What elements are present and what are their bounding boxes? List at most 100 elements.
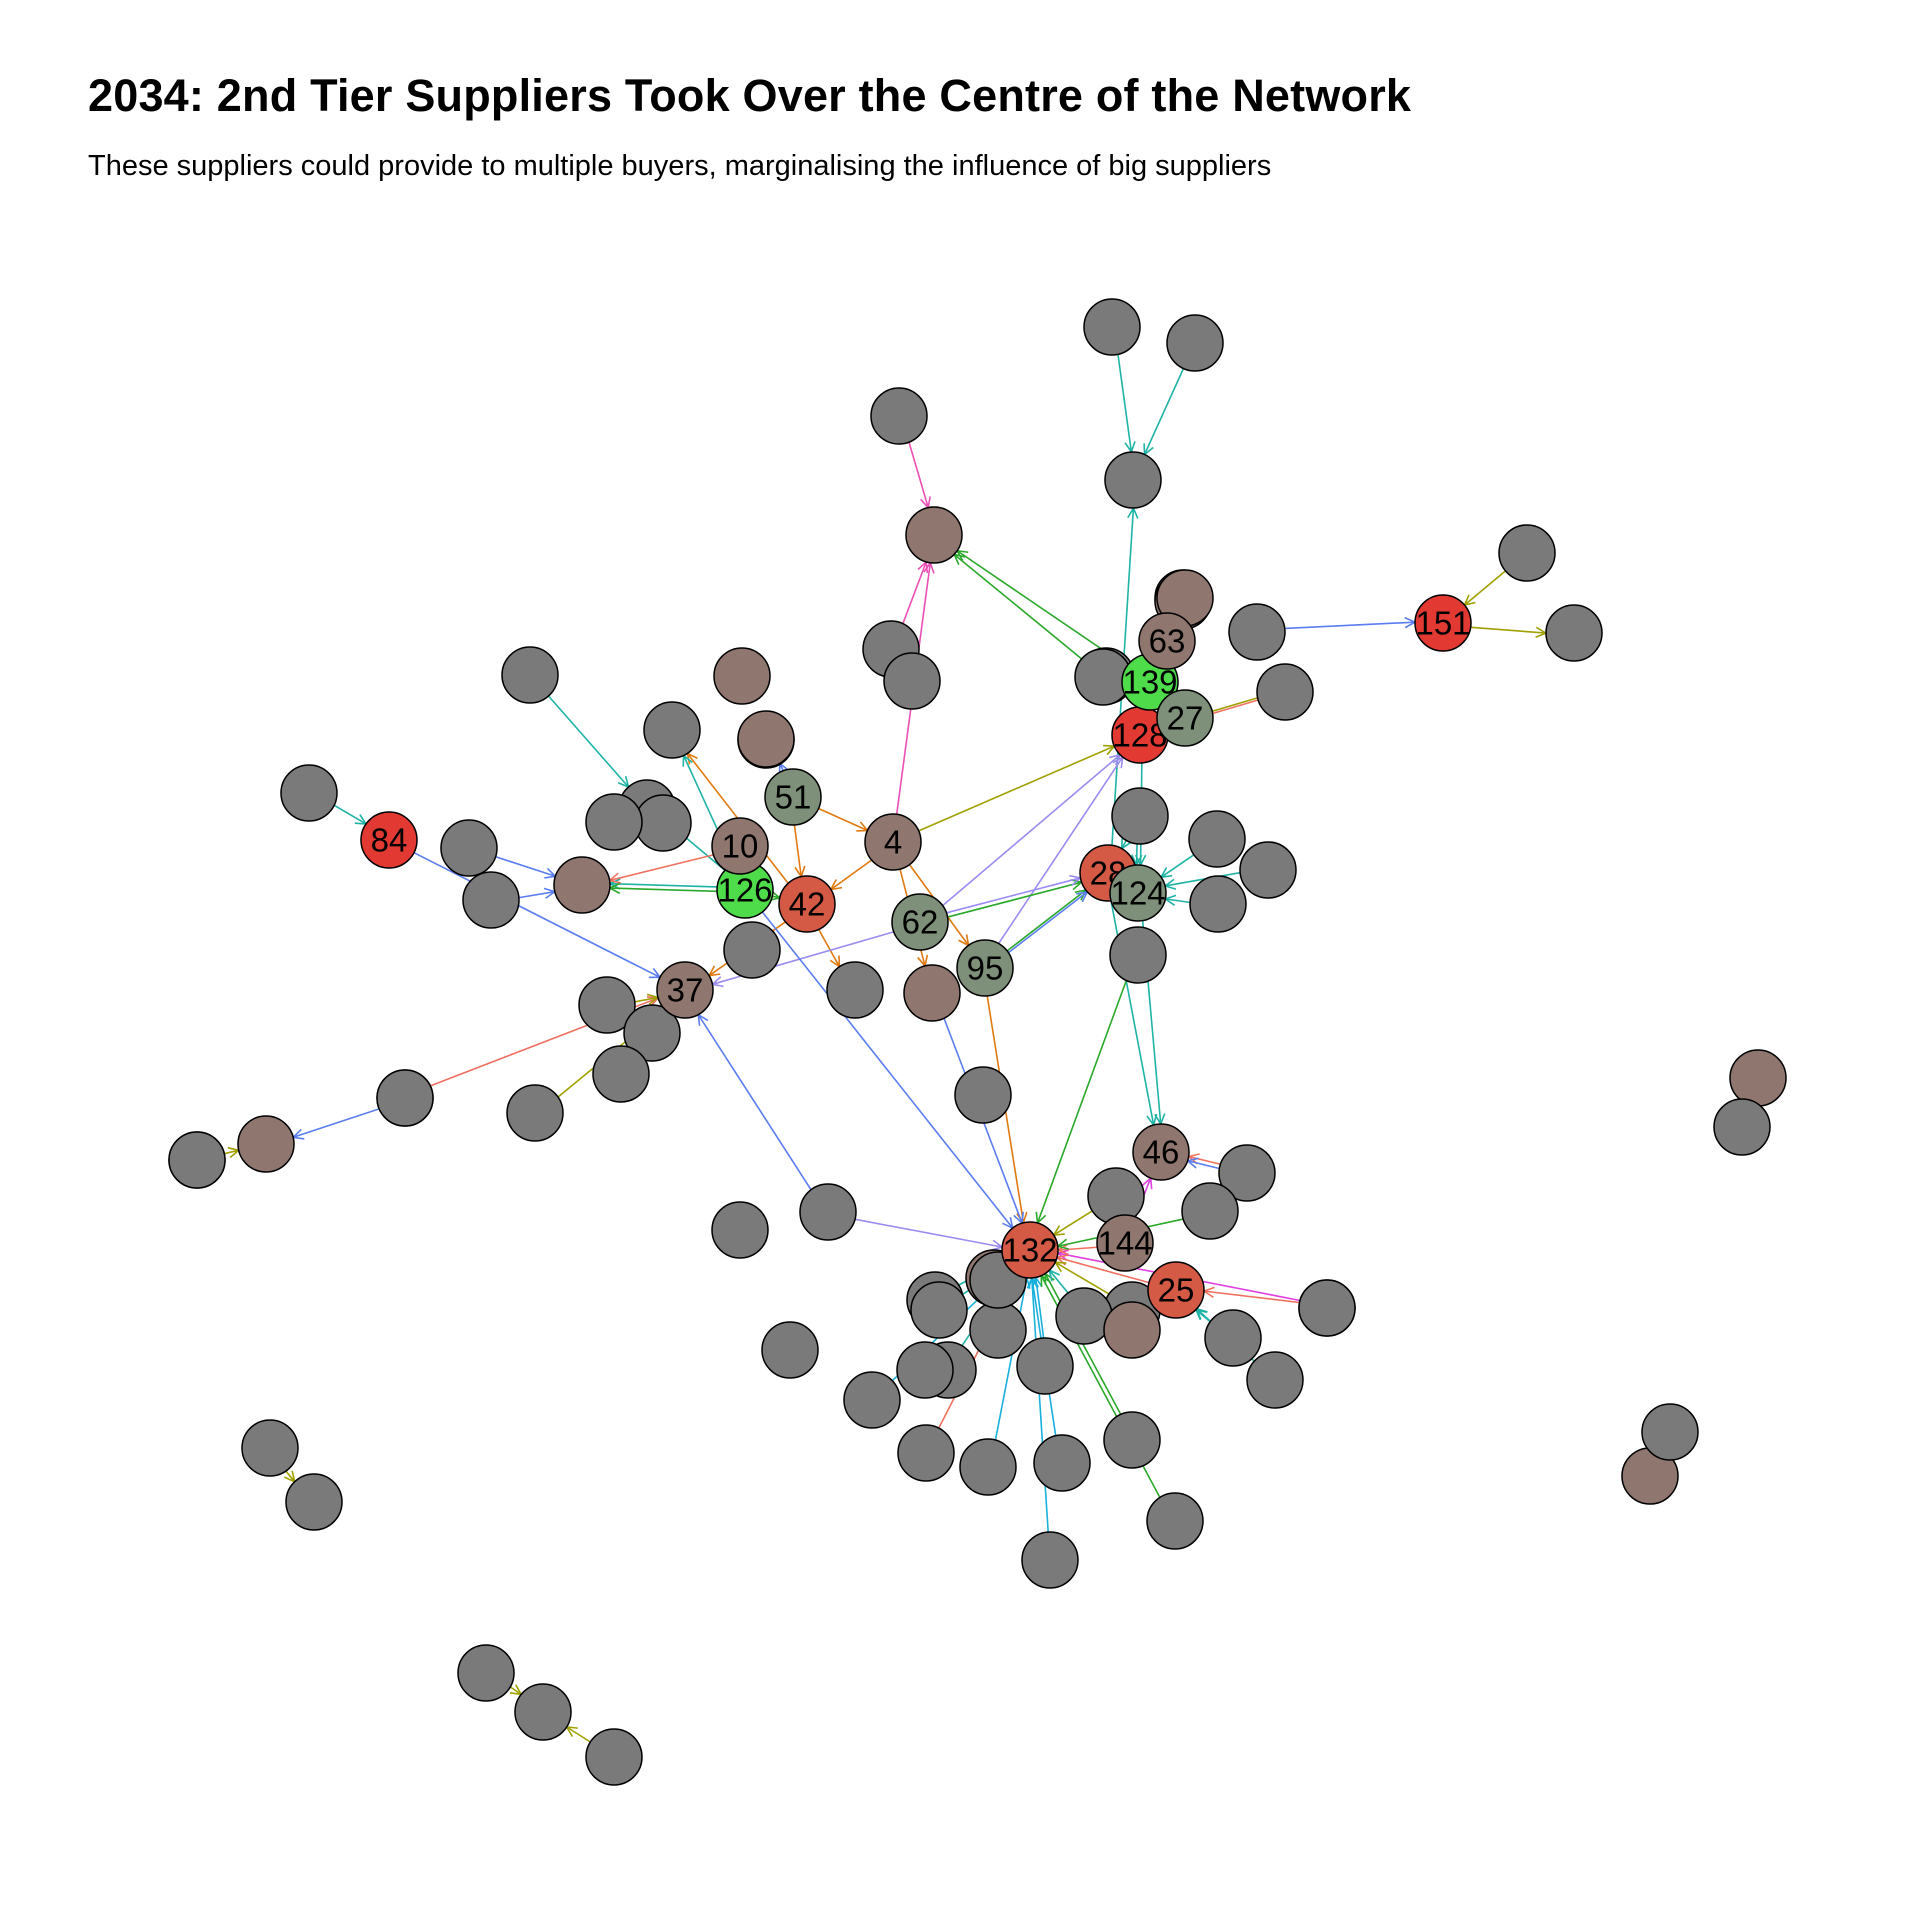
node-circle-g69 [910,1281,968,1339]
node-g9 [1498,524,1556,582]
node-circle-g63 [1103,1411,1161,1469]
node-circle-g45 [1189,875,1247,933]
node-circle-g51 [1298,1279,1356,1337]
node-g1 [1083,298,1141,356]
node-circle-g19 [643,701,701,759]
node-circle-46 [1132,1123,1190,1181]
node-b20 [713,647,771,705]
node-label-126: 126 [717,872,772,909]
node-circle-g35 [506,1084,564,1142]
node-circle-g61 [1033,1434,1091,1492]
node-circle-g32 [826,961,884,1019]
edge-126-to-b24 [610,882,718,888]
node-circle-b5 [905,506,963,564]
node-g35 [506,1084,564,1142]
node-circle-95 [956,939,1014,997]
node-circle-g22 [280,764,338,822]
node-circle-27 [1156,689,1214,747]
node-g39 [168,1131,226,1189]
node-circle-g40 [954,1066,1012,1124]
node-label-25: 25 [1158,1272,1195,1309]
node-g12 [1256,663,1314,721]
node-g56 [969,1301,1027,1359]
node-g83 [896,1341,954,1399]
edge-10-to-b24 [609,854,714,882]
node-g49 [1204,1309,1262,1367]
node-circle-g43 [1188,810,1246,868]
node-label-4: 4 [884,824,902,861]
edge-144-to-132 [1058,1246,1098,1251]
node-circle-4 [864,813,922,871]
edge-4-to-42 [830,859,873,891]
node-circle-g66 [843,1371,901,1429]
edge-51-to-4 [818,807,868,832]
node-g59 [897,1424,955,1482]
node-g42 [1111,787,1169,845]
node-circle-b24 [553,856,611,914]
node-b24 [553,856,611,914]
node-124: 124 [1109,864,1167,922]
edge-62-to-28 [946,877,1081,914]
node-b82 [1103,1301,1161,1359]
node-g61 [1033,1434,1091,1492]
node-62: 62 [891,893,949,951]
node-circle-b20 [713,647,771,705]
node-10: 10 [711,817,769,875]
edge-g44-to-124 [1165,871,1241,887]
node-circle-10 [711,817,769,875]
node-37: 37 [656,961,714,1019]
node-g78 [1641,1403,1699,1461]
node-circle-g33 [799,1183,857,1241]
edge-g48-to-25 [1203,1290,1300,1304]
node-g3 [1104,451,1162,509]
node-g57 [1016,1337,1074,1395]
node-circle-g50 [1246,1351,1304,1409]
node-label-62: 62 [902,904,939,941]
node-circle-g29 [578,976,636,1034]
node-circle-g62 [1021,1531,1079,1589]
node-circle-g57 [1016,1337,1074,1395]
node-circle-b75 [1729,1049,1787,1107]
edge-g9-to-151 [1463,570,1507,606]
edge-g45-to-124 [1165,898,1191,904]
edge-g33-to-132 [854,1218,1003,1248]
node-circle-b21 [737,710,795,768]
edge-g70-to-g71 [285,1470,296,1483]
node-circle-151 [1414,594,1472,652]
node-g22 [280,764,338,822]
node-circle-g31 [723,921,781,979]
node-circle-g60 [959,1438,1017,1496]
node-g52 [1181,1182,1239,1240]
edge-84-to-37 [413,851,661,979]
node-circle-g30 [623,1004,681,1062]
edge-95-to-28 [1006,889,1087,952]
node-circle-g9 [1498,524,1556,582]
node-27: 27 [1156,689,1214,747]
node-g31 [723,921,781,979]
node-g47 [1218,1144,1276,1202]
node-circle-g4 [870,387,928,445]
node-g40 [954,1066,1012,1124]
node-g27 [585,793,643,851]
node-circle-g59 [897,1424,955,1482]
edge-62-to-128 [942,754,1121,907]
node-g11 [1228,603,1286,661]
node-label-84: 84 [371,822,408,859]
edge-g46-to-132 [1036,980,1128,1224]
node-84: 84 [360,811,418,869]
node-g19 [643,701,701,759]
edge-51-to-42 [793,824,802,877]
node-label-95: 95 [967,950,1004,987]
node-g10 [1545,604,1603,662]
node-g26 [462,871,520,929]
edge-g33-to-37 [697,1014,812,1191]
node-circle-63 [1138,612,1196,670]
node-g67 [1055,1287,1113,1345]
chart-title: 2034: 2nd Tier Suppliers Took Over the C… [88,70,1412,121]
node-132: 132 [1001,1221,1059,1279]
node-g81 [761,1321,819,1379]
node-label-151: 151 [1415,605,1470,642]
node-label-124: 124 [1110,875,1165,912]
node-g45 [1189,875,1247,933]
